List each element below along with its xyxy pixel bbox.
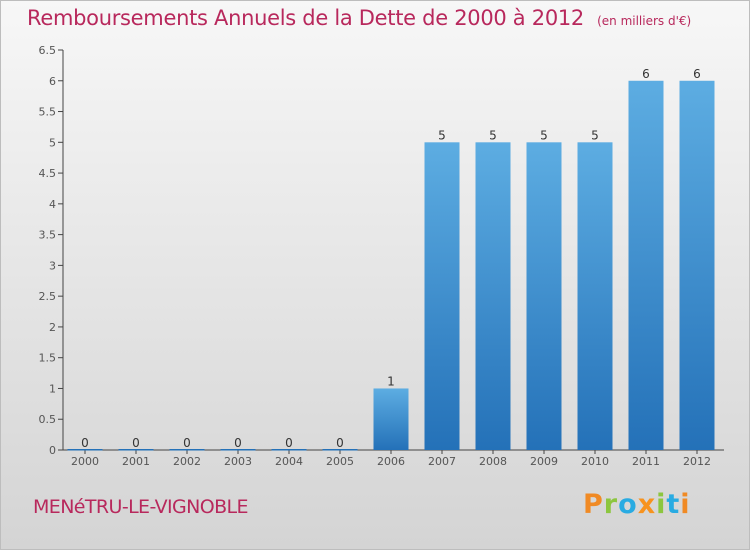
bar-2002 xyxy=(169,449,205,451)
data-label-2011: 6 xyxy=(642,67,650,81)
y-tick-label: 1 xyxy=(49,382,56,395)
data-label-2009: 5 xyxy=(540,128,548,142)
y-tick-label: 3 xyxy=(49,259,56,272)
x-tick-label: 2006 xyxy=(377,455,405,468)
x-tick-label: 2003 xyxy=(224,455,252,468)
x-tick-label: 2011 xyxy=(632,455,660,468)
data-label-2010: 5 xyxy=(591,128,599,142)
y-tick-label: 3.5 xyxy=(39,229,57,242)
x-tick-label: 2007 xyxy=(428,455,456,468)
logo-letter: P xyxy=(583,489,604,520)
data-label-2008: 5 xyxy=(489,128,497,142)
y-tick-label: 6.5 xyxy=(39,44,57,57)
y-tick-label: 2 xyxy=(49,321,56,334)
chart-title: Remboursements Annuels de la Dette de 20… xyxy=(27,6,584,30)
y-tick-label: 1.5 xyxy=(39,352,57,365)
bar-2003 xyxy=(220,449,256,451)
data-label-2007: 5 xyxy=(438,128,446,142)
chart-bars xyxy=(67,80,715,451)
bar-2008 xyxy=(475,142,511,451)
data-label-2000: 0 xyxy=(81,436,89,450)
proxiti-logo[interactable]: Proxiti xyxy=(583,489,691,520)
x-tick-label: 2009 xyxy=(530,455,558,468)
commune-name: MENéTRU-LE-VIGNOBLE xyxy=(33,496,249,518)
x-tick-label: 2002 xyxy=(173,455,201,468)
logo-letter: i xyxy=(656,489,667,520)
chart-labels: 2000 0 2001 0 2002 0 2003 0 2004 0 2005 0 2006 1 2007 5… xyxy=(71,67,711,468)
bar-2011 xyxy=(628,80,664,451)
data-label-2001: 0 xyxy=(132,436,140,450)
bar-2009 xyxy=(526,142,562,451)
bar-2001 xyxy=(118,449,154,451)
data-label-2012: 6 xyxy=(693,67,701,81)
y-tick-label: 5 xyxy=(49,136,56,149)
bar-2010 xyxy=(577,142,613,451)
chart-subtitle: (en milliers d'€) xyxy=(597,14,692,28)
x-tick-label: 2001 xyxy=(122,455,150,468)
chart-title-block: Remboursements Annuels de la Dette de 20… xyxy=(27,6,691,30)
x-tick-label: 2005 xyxy=(326,455,354,468)
x-tick-label: 2012 xyxy=(683,455,711,468)
data-label-2005: 0 xyxy=(336,436,344,450)
bar-2012 xyxy=(679,80,715,451)
y-tick-label: 0 xyxy=(49,444,56,457)
bar-2004 xyxy=(271,449,307,451)
x-tick-label: 2000 xyxy=(71,455,99,468)
x-tick-label: 2004 xyxy=(275,455,303,468)
y-tick-label: 2.5 xyxy=(39,290,57,303)
bar-2006 xyxy=(373,388,409,450)
data-label-2003: 0 xyxy=(234,436,242,450)
bar-2005 xyxy=(322,449,358,451)
logo-letter: r xyxy=(603,489,619,520)
logo-letter: i xyxy=(680,489,691,520)
x-tick-label: 2008 xyxy=(479,455,507,468)
logo-letter: t xyxy=(666,489,681,520)
data-label-2004: 0 xyxy=(285,436,293,450)
y-tick-label: 4 xyxy=(49,198,56,211)
y-tick-label: 6 xyxy=(49,75,56,88)
y-tick-label: 5.5 xyxy=(39,106,57,119)
bar-2007 xyxy=(424,142,460,451)
data-label-2006: 1 xyxy=(387,374,395,388)
y-tick-label: 4.5 xyxy=(39,167,57,180)
y-tick-label: 0.5 xyxy=(39,413,57,426)
data-label-2002: 0 xyxy=(183,436,191,450)
logo-letter: x xyxy=(637,489,657,520)
bar-2000 xyxy=(67,449,103,451)
x-tick-label: 2010 xyxy=(581,455,609,468)
logo-letter: o xyxy=(618,489,638,520)
